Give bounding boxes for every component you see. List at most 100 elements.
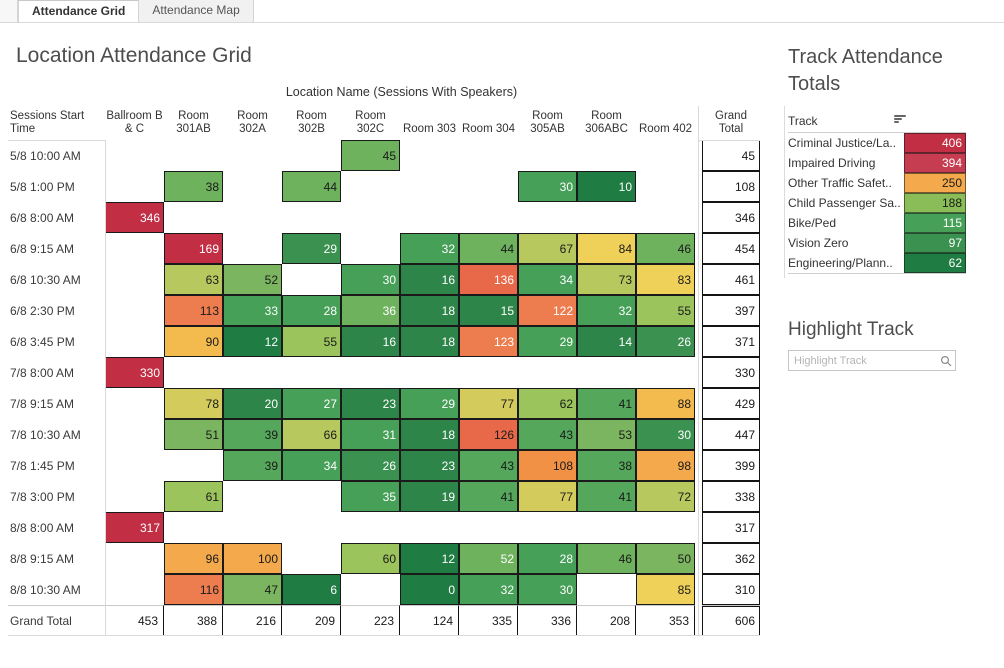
column-grand-total[interactable]: 336: [518, 605, 577, 636]
grid-cell[interactable]: 20: [223, 388, 282, 419]
column-header[interactable]: Ballroom B & C: [106, 110, 163, 135]
sort-descending-icon[interactable]: [894, 115, 907, 127]
grid-cell[interactable]: 46: [636, 233, 695, 264]
grid-cell[interactable]: 29: [282, 233, 341, 264]
row-grand-total[interactable]: 346: [702, 202, 760, 233]
grid-cell[interactable]: 169: [164, 233, 223, 264]
grid-cell[interactable]: 317: [105, 512, 164, 543]
track-row[interactable]: Child Passenger Sa.. 188: [788, 193, 966, 213]
grid-cell[interactable]: 26: [341, 450, 400, 481]
grid-cell[interactable]: 50: [636, 543, 695, 574]
grid-cell[interactable]: 66: [282, 419, 341, 450]
column-header[interactable]: Room 303: [402, 123, 457, 135]
grid-cell[interactable]: 36: [341, 295, 400, 326]
track-column-header[interactable]: Track: [788, 114, 818, 128]
grid-cell[interactable]: 38: [577, 450, 636, 481]
row-grand-total[interactable]: 399: [702, 450, 760, 481]
row-label[interactable]: 6/8 3:45 PM: [10, 334, 75, 349]
grid-cell[interactable]: 77: [459, 388, 518, 419]
grid-cell[interactable]: 34: [518, 264, 577, 295]
track-label[interactable]: Impaired Driving: [788, 156, 876, 170]
track-label[interactable]: Engineering/Plann..: [788, 256, 893, 270]
column-grand-total[interactable]: 353: [636, 605, 695, 636]
row-grand-total[interactable]: 45: [702, 140, 760, 171]
column-grand-total[interactable]: 335: [459, 605, 518, 636]
grid-cell[interactable]: 14: [577, 326, 636, 357]
grid-cell[interactable]: 18: [400, 295, 459, 326]
track-value[interactable]: 188: [904, 193, 966, 213]
row-label[interactable]: 5/8 10:00 AM: [10, 148, 81, 163]
grid-cell[interactable]: 30: [518, 171, 577, 202]
row-grand-total[interactable]: 447: [702, 419, 760, 450]
grid-cell[interactable]: 96: [164, 543, 223, 574]
column-header[interactable]: Room 302A: [237, 110, 268, 135]
row-grand-total[interactable]: 429: [702, 388, 760, 419]
column-grand-total[interactable]: 208: [577, 605, 636, 636]
row-label[interactable]: 7/8 8:00 AM: [10, 365, 75, 380]
row-label[interactable]: 5/8 1:00 PM: [10, 179, 75, 194]
row-grand-total[interactable]: 397: [702, 295, 760, 326]
track-table-header[interactable]: Track: [788, 112, 966, 133]
grid-cell[interactable]: 35: [341, 481, 400, 512]
grid-cell[interactable]: 32: [459, 574, 518, 605]
grid-cell[interactable]: 83: [636, 264, 695, 295]
grid-cell[interactable]: 39: [223, 450, 282, 481]
track-value[interactable]: 115: [904, 213, 966, 233]
row-label[interactable]: 7/8 10:30 AM: [10, 427, 81, 442]
grid-cell[interactable]: 62: [518, 388, 577, 419]
grid-cell[interactable]: 41: [577, 388, 636, 419]
grid-cell[interactable]: 122: [518, 295, 577, 326]
grid-cell[interactable]: 346: [105, 202, 164, 233]
overall-grand-total[interactable]: 606: [702, 605, 760, 636]
row-grand-total[interactable]: 330: [702, 357, 760, 388]
grid-cell[interactable]: 60: [341, 543, 400, 574]
track-label[interactable]: Criminal Justice/La..: [788, 136, 897, 150]
column-grand-total[interactable]: 124: [400, 605, 459, 636]
grid-cell[interactable]: 84: [577, 233, 636, 264]
track-row[interactable]: Engineering/Plann.. 62: [788, 253, 966, 273]
tab-attendance-grid[interactable]: Attendance Grid: [18, 0, 140, 22]
row-grand-total[interactable]: 454: [702, 233, 760, 264]
column-header[interactable]: Room 301AB: [176, 110, 211, 135]
track-row[interactable]: Bike/Ped 115: [788, 213, 966, 233]
grid-cell[interactable]: 29: [400, 388, 459, 419]
grid-cell[interactable]: 73: [577, 264, 636, 295]
row-label[interactable]: 7/8 9:15 AM: [10, 396, 75, 411]
grid-cell[interactable]: 63: [164, 264, 223, 295]
grid-cell[interactable]: 26: [636, 326, 695, 357]
grid-cell[interactable]: 108: [518, 450, 577, 481]
column-grand-total[interactable]: 388: [164, 605, 223, 636]
row-grand-total[interactable]: 461: [702, 264, 760, 295]
grid-cell[interactable]: 32: [577, 295, 636, 326]
grid-cell[interactable]: 90: [164, 326, 223, 357]
grid-cell[interactable]: 34: [282, 450, 341, 481]
grid-cell[interactable]: 51: [164, 419, 223, 450]
track-value[interactable]: 394: [904, 153, 966, 173]
track-value[interactable]: 250: [904, 173, 966, 193]
grid-cell[interactable]: 52: [459, 543, 518, 574]
grid-cell[interactable]: 33: [223, 295, 282, 326]
grid-cell[interactable]: 78: [164, 388, 223, 419]
grid-cell[interactable]: 30: [341, 264, 400, 295]
grid-cell[interactable]: 10: [577, 171, 636, 202]
grid-cell[interactable]: 43: [518, 419, 577, 450]
grid-cell[interactable]: 12: [223, 326, 282, 357]
grid-cell[interactable]: 28: [518, 543, 577, 574]
grid-cell[interactable]: 27: [282, 388, 341, 419]
grid-cell[interactable]: 46: [577, 543, 636, 574]
grid-cell[interactable]: 45: [341, 140, 400, 171]
row-label[interactable]: 8/8 10:30 AM: [10, 582, 81, 597]
grid-cell[interactable]: 85: [636, 574, 695, 605]
grid-cell[interactable]: 123: [459, 326, 518, 357]
grid-cell[interactable]: 38: [164, 171, 223, 202]
grid-cell[interactable]: 41: [459, 481, 518, 512]
track-value[interactable]: 62: [904, 253, 966, 273]
row-grand-total[interactable]: 317: [702, 512, 760, 543]
grid-cell[interactable]: 126: [459, 419, 518, 450]
row-label[interactable]: 6/8 2:30 PM: [10, 303, 75, 318]
grid-cell[interactable]: 53: [577, 419, 636, 450]
track-row[interactable]: Other Traffic Safet.. 250: [788, 173, 966, 193]
grid-cell[interactable]: 41: [577, 481, 636, 512]
grid-cell[interactable]: 23: [341, 388, 400, 419]
row-axis-header[interactable]: Sessions Start Time: [10, 110, 85, 135]
